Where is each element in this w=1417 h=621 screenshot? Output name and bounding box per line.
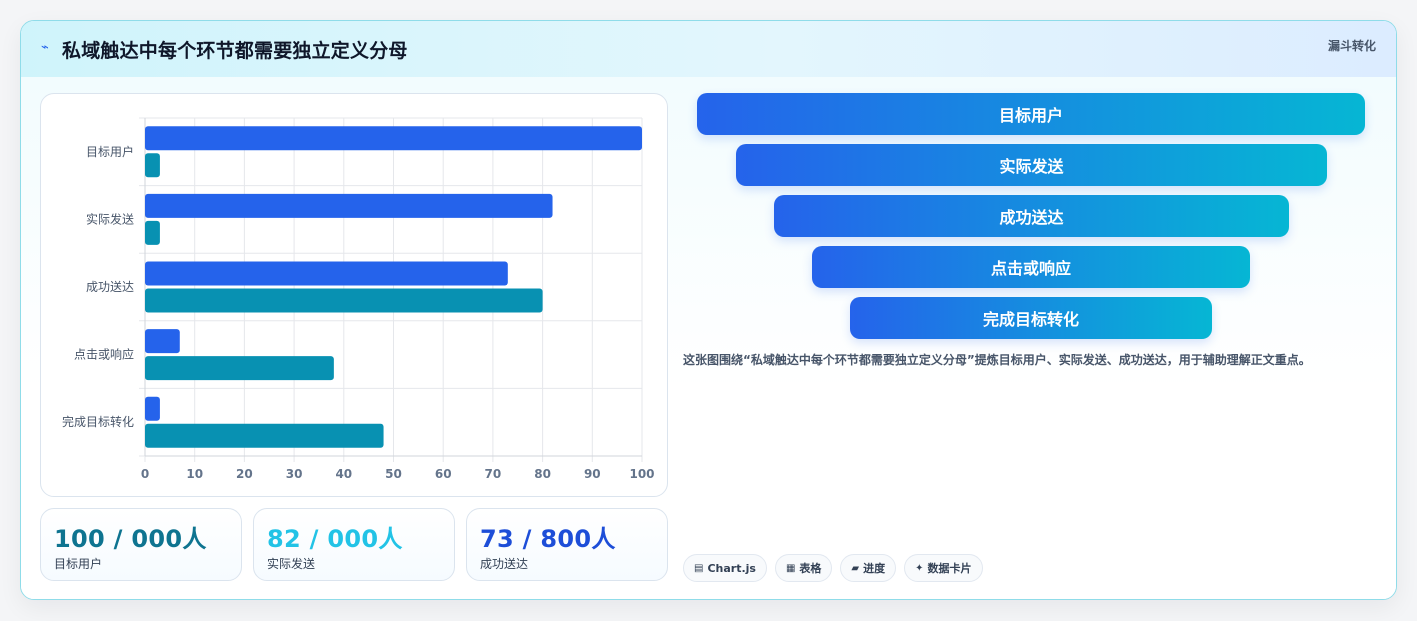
table-icon: ▦ (785, 562, 796, 574)
x-tick-label: 70 (485, 467, 502, 481)
bar-1[interactable] (145, 329, 180, 354)
stat-value: 82 / 000人 (267, 525, 403, 553)
chip-label: 数据卡片 (927, 562, 972, 575)
chart-icon: ▤ (694, 562, 704, 574)
chip-label: 表格 (799, 562, 822, 575)
chip-progress[interactable]: ▰ 进度 (840, 554, 897, 582)
stat-card-actual-sent: 82 / 000人 实际发送 (253, 508, 455, 581)
dashboard-card: ⌁ 私域触达中每个环节都需要独立定义分母 漏斗转化 0 10 20 30 40 50 60 7… (20, 20, 1397, 600)
stat-value: 100 / 000人 (54, 525, 207, 553)
bar-2[interactable] (145, 423, 384, 448)
bar-1[interactable] (145, 193, 553, 218)
sparkle-icon: ✦ (915, 562, 924, 574)
stat-card-target-users: 100 / 000人 目标用户 (40, 508, 242, 581)
x-tick-label: 60 (435, 467, 452, 481)
bar-chart-panel: 0 10 20 30 40 50 60 70 80 90 100 目标用户实际发送成功送达点击或响应完… (40, 93, 668, 497)
x-tick-label: 0 (141, 467, 149, 481)
y-tick-label: 完成目标转化 (62, 414, 134, 429)
funnel-step: 完成目标转化 (850, 297, 1212, 339)
bar-2[interactable] (145, 356, 334, 381)
x-tick-label: 40 (335, 467, 352, 481)
x-tick-label: 90 (584, 467, 601, 481)
tech-chips: ▤ Chart.js ▦ 表格 ▰ 进度 ✦ 数据卡片 (683, 554, 983, 582)
y-tick-label: 成功送达 (86, 279, 134, 294)
stat-label: 成功送达 (480, 557, 529, 571)
x-tick-label: 30 (286, 467, 303, 481)
funnel-step: 成功送达 (774, 195, 1289, 237)
x-tick-label: 100 (629, 467, 654, 481)
funnel-step: 实际发送 (736, 144, 1327, 186)
bolt-icon: ⌁ (41, 40, 49, 55)
bar-1[interactable] (145, 396, 160, 421)
stat-label: 实际发送 (267, 557, 316, 571)
bar-2[interactable] (145, 220, 160, 245)
page-title: 私域触达中每个环节都需要独立定义分母 (62, 40, 408, 62)
funnel-step: 目标用户 (697, 93, 1365, 135)
funnel-step: 点击或响应 (812, 246, 1250, 288)
category-tag: 漏斗转化 (1327, 39, 1376, 53)
chip-label: 进度 (863, 562, 886, 575)
chart-description: 这张图围绕“私域触达中每个环节都需要独立定义分母”提炼目标用户、实际发送、成功送… (683, 353, 1311, 367)
y-tick-label: 点击或响应 (74, 347, 134, 362)
y-tick-label: 目标用户 (86, 144, 134, 159)
x-tick-label: 20 (236, 467, 253, 481)
x-tick-label: 10 (186, 467, 203, 481)
x-tick-label: 50 (385, 467, 402, 481)
chip-label: Chart.js (707, 561, 756, 575)
stat-label: 目标用户 (54, 557, 103, 571)
chip-data-card[interactable]: ✦ 数据卡片 (904, 554, 983, 582)
progress-icon: ▰ (851, 562, 860, 574)
stat-card-delivered: 73 / 800人 成功送达 (466, 508, 668, 581)
y-tick-label: 实际发送 (86, 211, 134, 226)
card-header: ⌁ 私域触达中每个环节都需要独立定义分母 漏斗转化 (21, 21, 1396, 77)
chip-table[interactable]: ▦ 表格 (774, 554, 833, 582)
chip-chartjs[interactable]: ▤ Chart.js (683, 554, 767, 582)
bar-2[interactable] (145, 288, 543, 313)
bar-1[interactable] (145, 126, 642, 151)
stat-value: 73 / 800人 (480, 525, 616, 553)
bar-1[interactable] (145, 261, 508, 286)
bar-chart: 0 10 20 30 40 50 60 70 80 90 100 目标用户实际发送成功送达点击或响应完… (62, 117, 655, 481)
x-tick-label: 80 (534, 467, 551, 481)
bar-2[interactable] (145, 153, 160, 178)
